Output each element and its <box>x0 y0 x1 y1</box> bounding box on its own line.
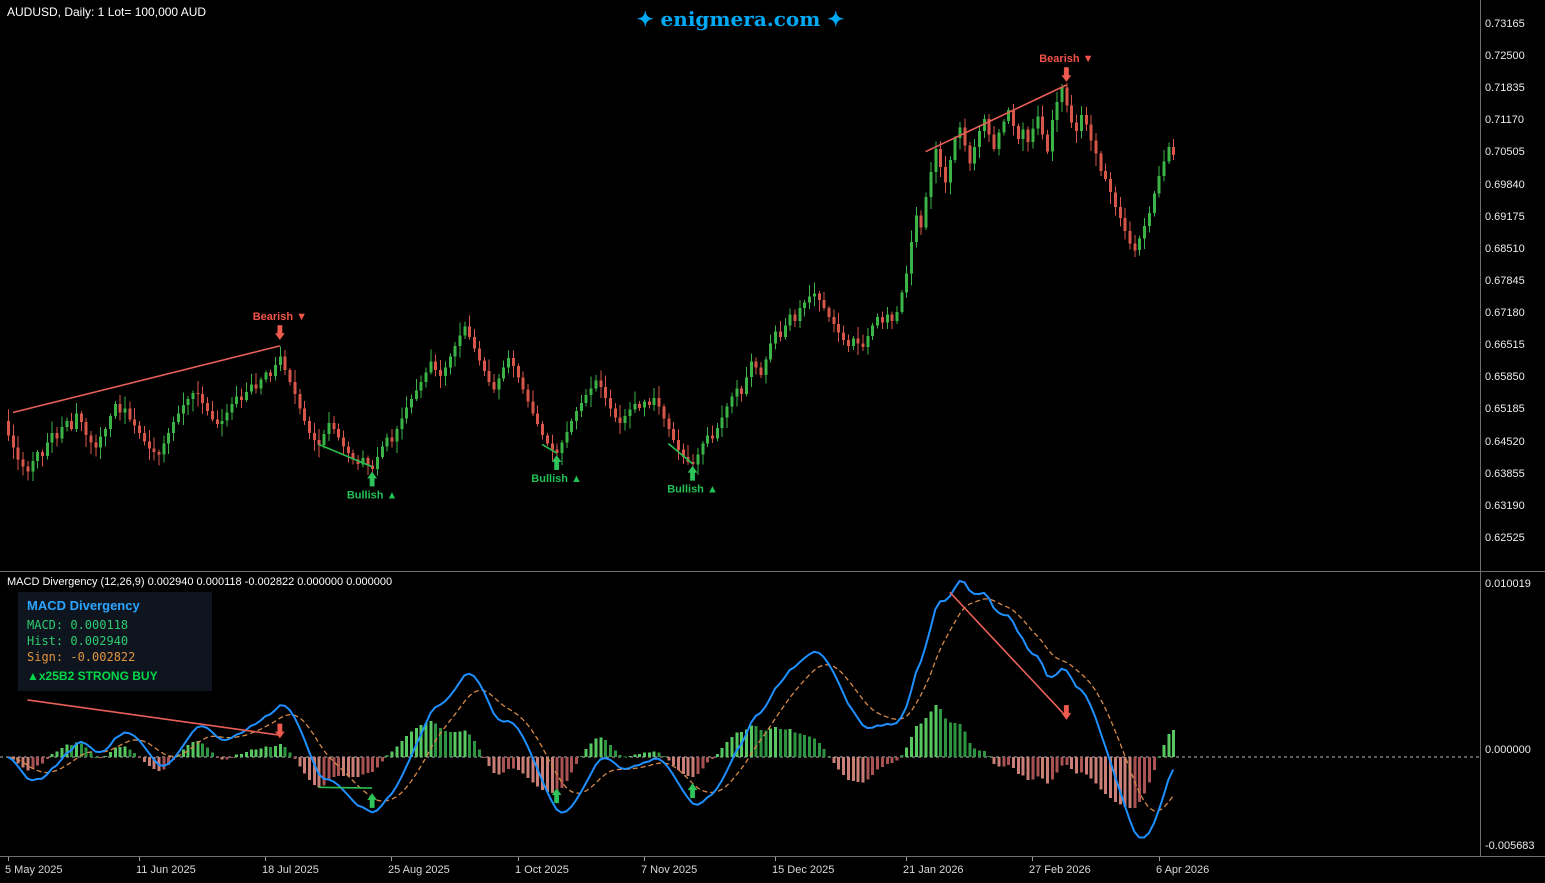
time-tick <box>1032 857 1033 861</box>
symbol-title: AUDUSD, Daily: 1 Lot= 100,000 AUD <box>7 5 207 19</box>
price-axis-label: 0.67845 <box>1485 275 1525 287</box>
divergence-trendline[interactable] <box>12 345 281 414</box>
price-axis-label: 0.69840 <box>1485 179 1525 191</box>
signal-strength-line: ▲x25B2 STRONG BUY <box>27 669 158 683</box>
time-tick <box>8 857 9 861</box>
price-axis-label: 0.69175 <box>1485 211 1525 223</box>
macd-indicator-chart[interactable] <box>0 572 1481 856</box>
time-axis-label: 27 Feb 2026 <box>1029 864 1091 876</box>
macd-signal-line <box>7 598 1174 812</box>
bearish-arrow-icon[interactable] <box>1060 66 1072 83</box>
bullish-arrow-icon[interactable] <box>366 792 378 809</box>
price-axis-label: 0.66515 <box>1485 339 1525 351</box>
divergence-trendline[interactable] <box>925 84 1067 153</box>
time-tick <box>775 857 776 861</box>
price-axis-label: 0.62525 <box>1485 532 1525 544</box>
macd-divergence-trendline[interactable] <box>949 591 1067 718</box>
macd-value-axis[interactable]: 0.010019 0.000000 -0.005683 <box>1481 572 1545 856</box>
hist-value-line: Hist: 0.002940 <box>27 634 129 648</box>
price-axis-label: 0.65850 <box>1485 371 1525 383</box>
time-tick <box>1159 857 1160 861</box>
macd-histogram <box>7 705 1176 809</box>
time-axis-label: 6 Apr 2026 <box>1156 864 1210 876</box>
time-tick <box>265 857 266 861</box>
time-tick <box>518 857 519 861</box>
watermark-text: ✦ enigmera.com ✦ <box>636 7 845 31</box>
divergence-trendline[interactable] <box>667 442 694 465</box>
price-axis-label: 0.72500 <box>1485 50 1525 62</box>
time-axis[interactable]: 5 May 2025 11 Jun 2025 18 Jul 2025 25 Aug 2… <box>0 857 1481 883</box>
bearish-label: Bearish ▼ <box>253 311 307 323</box>
bullish-arrow-icon[interactable] <box>687 782 699 799</box>
macd-main-line <box>7 580 1175 839</box>
time-axis-label: 7 Nov 2025 <box>641 864 698 876</box>
bullish-label: Bullish ▲ <box>531 473 582 485</box>
time-tick <box>906 857 907 861</box>
macd-axis-label: 0.010019 <box>1485 578 1531 590</box>
bullish-arrow-icon[interactable] <box>687 465 699 481</box>
time-axis-label: 25 Aug 2025 <box>388 864 450 876</box>
panel-splitter[interactable] <box>0 571 1545 572</box>
time-axis-label: 1 Oct 2025 <box>515 864 569 876</box>
time-tick <box>139 857 140 861</box>
bullish-arrow-icon[interactable] <box>551 787 563 804</box>
price-axis-label: 0.67180 <box>1485 307 1525 319</box>
time-axis-label: 18 Jul 2025 <box>262 864 319 876</box>
bullish-arrow-icon[interactable] <box>366 471 378 487</box>
macd-value-line: MACD: 0.000118 <box>27 618 129 632</box>
macd-divergence-trendline[interactable] <box>318 786 373 789</box>
bearish-arrow-icon[interactable] <box>1060 704 1072 721</box>
bullish-label: Bullish ▲ <box>347 489 398 501</box>
price-axis[interactable]: 0.73165 0.72500 0.71835 0.71170 0.70505 0.698… <box>1481 0 1545 571</box>
price-axis-label: 0.70505 <box>1485 146 1525 158</box>
price-axis-label: 0.63855 <box>1485 468 1525 480</box>
candles <box>7 83 1176 482</box>
price-axis-label: 0.68510 <box>1485 243 1525 255</box>
price-axis-label: 0.73165 <box>1485 18 1525 30</box>
sign-value-line: Sign: -0.002822 <box>27 650 136 664</box>
bullish-label: Bullish ▲ <box>667 484 718 496</box>
bearish-label: Bearish ▼ <box>1039 53 1093 65</box>
price-axis-label: 0.71835 <box>1485 82 1525 94</box>
time-axis-label: 15 Dec 2025 <box>772 864 835 876</box>
macd-info-box: MACD Divergency MACD: 0.000118 Hist: 0.0… <box>18 592 212 691</box>
time-tick <box>644 857 645 861</box>
price-axis-label: 0.64520 <box>1485 436 1525 448</box>
price-axis-label: 0.63190 <box>1485 500 1525 512</box>
price-chart[interactable]: Bearish ▼ Bearish ▼ Bullish ▲ Bullish ▲ Bull… <box>0 0 1481 571</box>
bearish-arrow-icon[interactable] <box>274 324 286 341</box>
price-axis-label: 0.71170 <box>1485 114 1524 126</box>
axis-separator <box>1480 0 1481 856</box>
macd-axis-label: -0.005683 <box>1485 840 1535 852</box>
time-axis-label: 11 Jun 2025 <box>136 864 196 876</box>
time-axis-label: 5 May 2025 <box>5 864 63 876</box>
bullish-arrow-icon[interactable] <box>551 454 563 471</box>
macd-divergence-trendline[interactable] <box>27 699 281 736</box>
time-axis-label: 21 Jan 2026 <box>903 864 964 876</box>
divergence-trendline[interactable] <box>318 443 373 468</box>
price-axis-label: 0.65185 <box>1485 403 1525 415</box>
bearish-arrow-icon[interactable] <box>274 723 286 739</box>
macd-info-title: MACD Divergency <box>27 598 140 613</box>
time-tick <box>391 857 392 861</box>
divergence-trendline[interactable] <box>541 443 558 454</box>
macd-indicator-header: MACD Divergency (12,26,9) 0.002940 0.000… <box>7 576 393 588</box>
time-axis-separator <box>0 856 1545 857</box>
macd-axis-label: 0.000000 <box>1485 744 1531 756</box>
